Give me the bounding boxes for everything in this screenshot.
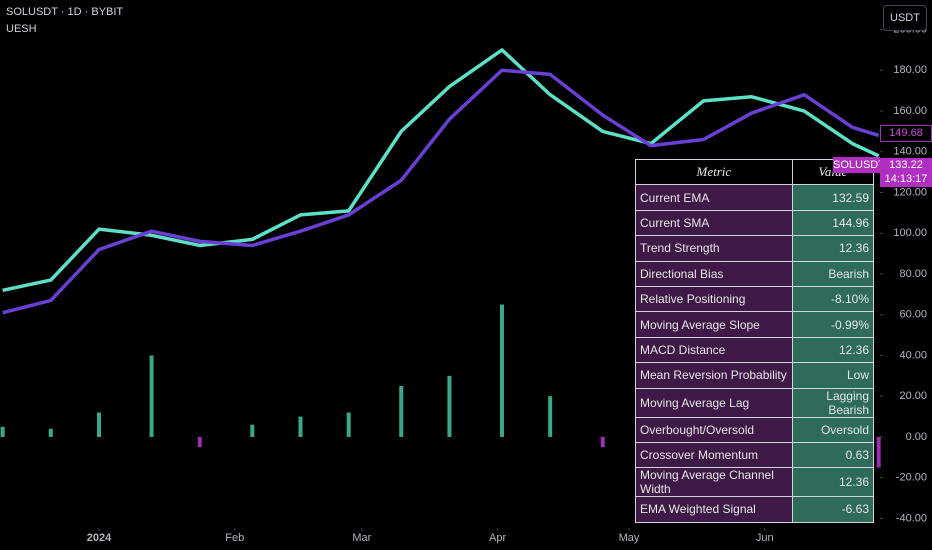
series-line [2, 68, 880, 315]
y-tick-label: 20.00 [899, 390, 927, 402]
metric-cell: Mean Reversion Probability [635, 362, 793, 389]
table-row: Directional Bias Bearish [635, 260, 875, 287]
table-row: MACD Distance 12.36 [635, 336, 875, 364]
table-row: Mean Reversion Probability Low [635, 362, 875, 389]
value-cell: 132.59 [791, 184, 875, 211]
histogram-bar [346, 412, 351, 437]
y-tick-label: 100.00 [893, 227, 927, 239]
value-cell: -8.10% [791, 285, 875, 313]
metric-cell: Moving Average Channel Width [635, 467, 793, 498]
metric-cell: Crossover Momentum [635, 441, 793, 469]
metric-cell: Relative Positioning [635, 285, 793, 313]
value-cell: 12.36 [791, 235, 875, 262]
y-tick-label: 60.00 [899, 309, 927, 321]
histogram-bar [447, 375, 452, 437]
histogram-bar [499, 304, 504, 437]
metric-cell: EMA Weighted Signal [635, 496, 793, 523]
table-row: Overbought/Oversold Oversold [635, 416, 875, 443]
currency-button[interactable]: USDT [883, 5, 927, 31]
value-cell: -0.99% [791, 311, 875, 338]
x-tick-label: Apr [489, 532, 506, 544]
histogram-bar [548, 396, 553, 437]
metric-cell: Overbought/Oversold [635, 416, 793, 443]
table-row: Trend Strength 12.36 [635, 235, 875, 262]
y-tick-label: 120.00 [893, 186, 927, 198]
y-tick-label: 0.00 [906, 431, 927, 443]
y-tick-label: 140.00 [893, 146, 927, 158]
table-row: Relative Positioning -8.10% [635, 285, 875, 313]
table-row: EMA Weighted Signal -6.63 [635, 496, 875, 523]
histogram-bar [298, 416, 303, 437]
value-cell: 0.63 [791, 441, 875, 469]
x-tick-label: Jun [756, 532, 774, 544]
histogram-bar [48, 428, 53, 437]
symbol-badge: SOLUSDT [833, 157, 885, 173]
metric-cell: Directional Bias [635, 260, 793, 287]
metric-cell: Moving Average Lag [635, 387, 793, 418]
x-tick-label: Feb [225, 532, 244, 544]
value-cell: 144.96 [791, 209, 875, 237]
value-cell: Lagging Bearish [791, 387, 875, 418]
value-cell: 12.36 [791, 467, 875, 498]
price-badge: 133.22 [880, 158, 932, 172]
histogram-bar [149, 355, 154, 437]
histogram-bar [600, 436, 605, 448]
sma-badge: 149.68 [880, 125, 932, 142]
value-cell: Bearish [791, 260, 875, 287]
y-tick-label: 180.00 [893, 64, 927, 76]
y-tick-label: 40.00 [899, 349, 927, 361]
y-tick-label: 160.00 [893, 105, 927, 117]
y-tick-label: 80.00 [899, 268, 927, 280]
y-tick-label: -40.00 [896, 512, 927, 524]
y-tick-label: -20.00 [896, 472, 927, 484]
value-cell: Low [791, 362, 875, 389]
histogram-bar [96, 412, 101, 437]
value-cell: 12.36 [791, 336, 875, 364]
histogram-bar [399, 386, 404, 437]
table-row: Moving Average Channel Width 12.36 [635, 467, 875, 498]
histogram-bar [250, 424, 255, 437]
metric-cell: MACD Distance [635, 336, 793, 364]
table-row: Crossover Momentum 0.63 [635, 441, 875, 469]
histogram-bar [0, 426, 5, 437]
x-tick-label: Mar [352, 532, 371, 544]
symbol-title: SOLUSDT · 1D · BYBIT [6, 6, 124, 18]
value-cell: -6.63 [791, 496, 875, 523]
header-cell: Metric [635, 158, 793, 186]
table-row: Current EMA 132.59 [635, 184, 875, 211]
table-row: Moving Average Slope -0.99% [635, 311, 875, 338]
value-cell: Oversold [791, 416, 875, 443]
indicator-name: UESH [6, 23, 37, 35]
series-line [2, 48, 880, 292]
x-tick-label: 2024 [87, 532, 112, 544]
countdown-badge: 14:13:17 [880, 172, 932, 187]
table-row: Moving Average Lag Lagging Bearish [635, 387, 875, 418]
metric-cell: Trend Strength [635, 235, 793, 262]
metric-cell: Current SMA [635, 209, 793, 237]
x-tick-label: May [619, 532, 640, 544]
table-row: Current SMA 144.96 [635, 209, 875, 237]
metric-cell: Current EMA [635, 184, 793, 211]
histogram-bar [876, 436, 881, 468]
histogram-bar [197, 436, 202, 448]
metric-cell: Moving Average Slope [635, 311, 793, 338]
